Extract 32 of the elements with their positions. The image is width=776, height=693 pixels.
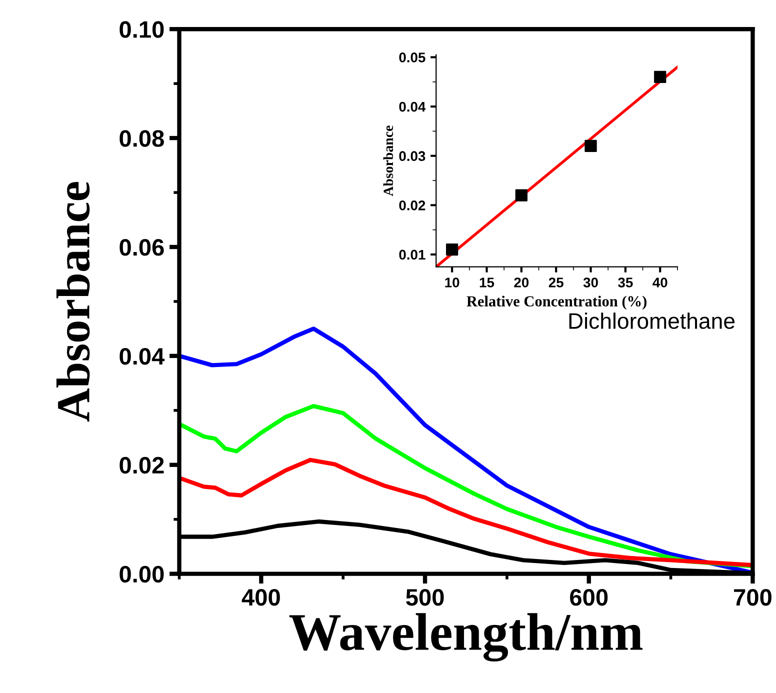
y-tick-label: 0.10 [120, 21, 164, 38]
y-tick-label: 0.02 [399, 200, 426, 210]
y-tick-label: 0.04 [120, 348, 165, 365]
x-tick-label: 15 [480, 278, 494, 288]
y-tick-label: 0.03 [399, 151, 426, 162]
point [654, 70, 666, 84]
x-axis-title: Relative Concentration (%) [466, 296, 646, 310]
y-tick-label: 0.04 [399, 102, 426, 112]
x-tick-label: 40 [652, 278, 668, 288]
point [446, 243, 458, 256]
x-tick-label: 20 [514, 278, 529, 288]
y-tick-label: 0.02 [120, 456, 164, 474]
y-tick-label: 0.01 [399, 250, 426, 260]
y-axis-title: Absorbance [383, 126, 394, 196]
x-tick-label: 10 [445, 278, 460, 288]
x-tick-label: 600 [570, 589, 608, 606]
x-tick-label: 35 [618, 278, 633, 288]
x-tick-label: 25 [548, 278, 564, 288]
y-tick-label: 0.05 [399, 52, 426, 62]
x-tick-label: 700 [734, 589, 772, 606]
x-tick-label: 500 [406, 589, 444, 606]
y-tick-label: 0.00 [120, 566, 164, 583]
annotation: Dichloromethane [569, 312, 735, 329]
y-tick-label: 0.08 [120, 130, 164, 147]
x-axis-title: Wavelength/nm [289, 613, 642, 662]
point [584, 140, 597, 152]
line-series [179, 458, 753, 568]
y-axis-title: Absorbance [56, 182, 90, 422]
point [515, 189, 528, 202]
y-tick-label: 0.06 [120, 239, 164, 256]
x-tick-label: 30 [583, 278, 598, 288]
x-tick-label: 400 [242, 589, 280, 606]
